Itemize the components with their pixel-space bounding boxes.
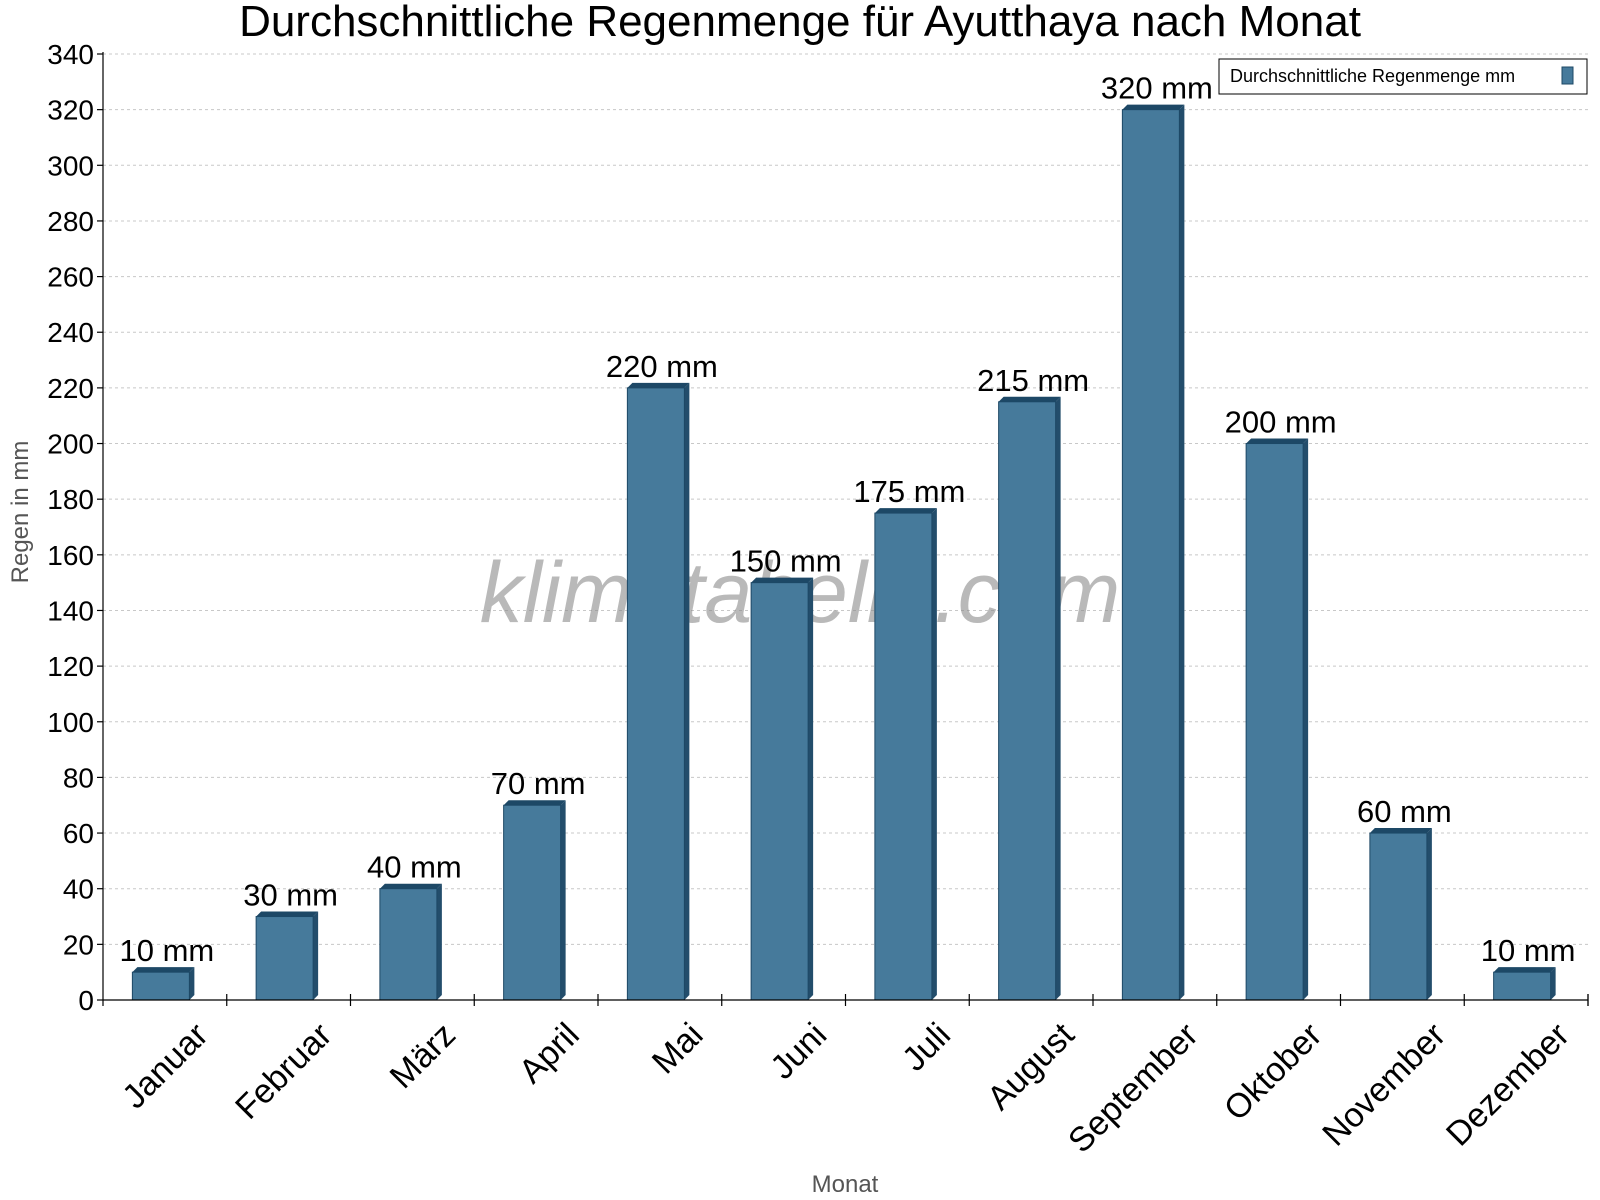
- y-tick-label: 180: [47, 484, 94, 515]
- y-tick-label: 60: [63, 818, 94, 849]
- bar-top: [503, 800, 566, 806]
- y-tick-label: 80: [63, 762, 94, 793]
- bar: [503, 804, 562, 1001]
- y-tick-label: 160: [47, 540, 94, 571]
- bar: [874, 512, 933, 1001]
- bar-top: [1493, 967, 1556, 973]
- y-tick-label: 120: [47, 651, 94, 682]
- bar-top: [256, 911, 319, 917]
- x-tick-label: Juni: [763, 1016, 834, 1087]
- grid-lines: [103, 53, 1588, 945]
- bar: [1121, 109, 1180, 1001]
- bar-top: [1122, 104, 1185, 110]
- bar-side: [684, 382, 690, 1001]
- y-tick-label: 140: [47, 595, 94, 626]
- x-tick-label: November: [1315, 1016, 1453, 1154]
- x-tick-label: Dezember: [1439, 1016, 1577, 1154]
- y-tick-label: 280: [47, 206, 94, 237]
- x-axis-label: Monat: [812, 1171, 879, 1198]
- data-label: 70 mm: [491, 766, 586, 801]
- bars: [131, 104, 1556, 1001]
- y-tick-label: 260: [47, 262, 94, 293]
- data-label: 220 mm: [606, 349, 718, 384]
- bar-side: [189, 967, 195, 1000]
- y-tick-label: 200: [47, 429, 94, 460]
- bar: [750, 582, 809, 1001]
- data-label: 175 mm: [853, 474, 965, 509]
- y-tick-label: 320: [47, 95, 94, 126]
- y-tick-labels: 0 20 40 60 80 100 120 140 160 180 200 220 240 260 280 3…: [47, 39, 94, 1016]
- bar-side: [1426, 828, 1432, 1000]
- bar: [131, 971, 190, 1001]
- bar-top: [998, 396, 1061, 402]
- bar: [1245, 443, 1304, 1001]
- x-tick-label: Juli: [895, 1016, 958, 1079]
- bar-side: [560, 800, 566, 1000]
- y-tick-label: 20: [63, 929, 94, 960]
- legend-swatch: [1561, 66, 1574, 85]
- legend-box: [1218, 58, 1588, 95]
- data-label: 200 mm: [1225, 405, 1337, 440]
- data-label: 320 mm: [1101, 71, 1213, 106]
- data-label: 10 mm: [1481, 933, 1576, 968]
- legend: Durchschnittliche Regenmenge mm: [1218, 58, 1588, 95]
- bar-side: [1179, 104, 1185, 1001]
- x-tick-label: September: [1061, 1016, 1205, 1160]
- bar-side: [1550, 967, 1556, 1000]
- bar-side: [1055, 396, 1061, 1000]
- y-tick-label: 220: [47, 373, 94, 404]
- bar-side: [1303, 438, 1309, 1000]
- x-tick-label: Februar: [228, 1016, 339, 1127]
- bar-side: [436, 883, 442, 1000]
- x-tick-labels: Januar Februar März April Mai Juni Juli AugustS…: [115, 1015, 1577, 1160]
- bar: [1493, 971, 1552, 1001]
- chart-title: Durchschnittliche Regenmenge für Ayuttha…: [239, 0, 1361, 46]
- bar-side: [931, 508, 937, 1000]
- bar-top: [132, 967, 195, 973]
- y-tick-label: 40: [63, 874, 94, 905]
- bar: [626, 387, 685, 1001]
- data-label: 215 mm: [977, 363, 1089, 398]
- x-tick-label: April: [512, 1016, 587, 1091]
- data-labels: 10 mm 30 mm 40 mm 70 mm 220 mm 150 mm 175 mm 21…: [120, 71, 1576, 969]
- bar: [998, 401, 1057, 1001]
- bar: [379, 888, 438, 1001]
- bar-top: [627, 382, 690, 388]
- x-tick-label: August: [980, 1015, 1082, 1117]
- data-label: 40 mm: [367, 850, 462, 885]
- y-tick-label: 300: [47, 150, 94, 181]
- y-tick-label: 340: [47, 39, 94, 70]
- x-tick-label: März: [383, 1016, 463, 1096]
- bar-top: [751, 577, 814, 583]
- y-tick-label: 0: [78, 985, 94, 1016]
- bar-side: [808, 577, 814, 1000]
- bar-top: [1246, 438, 1309, 444]
- y-axis-label: Regen in mm: [7, 441, 34, 584]
- x-tick-label: Januar: [115, 1016, 215, 1116]
- y-tick-label: 100: [47, 707, 94, 738]
- bar-top: [1369, 828, 1432, 834]
- axes: [97, 52, 1589, 1006]
- y-tick-label: 240: [47, 317, 94, 348]
- bar-top: [874, 508, 937, 514]
- x-tick-label: Mai: [645, 1016, 711, 1082]
- data-label: 10 mm: [120, 933, 215, 968]
- bar: [1369, 832, 1428, 1001]
- bar-top: [379, 883, 442, 889]
- data-label: 60 mm: [1357, 794, 1452, 829]
- data-label: 150 mm: [730, 544, 842, 579]
- bar-side: [313, 911, 319, 1000]
- bar: [255, 916, 314, 1001]
- x-tick-label: Oktober: [1217, 1016, 1329, 1128]
- data-label: 30 mm: [243, 878, 338, 913]
- legend-label: Durchschnittliche Regenmenge mm: [1230, 66, 1515, 86]
